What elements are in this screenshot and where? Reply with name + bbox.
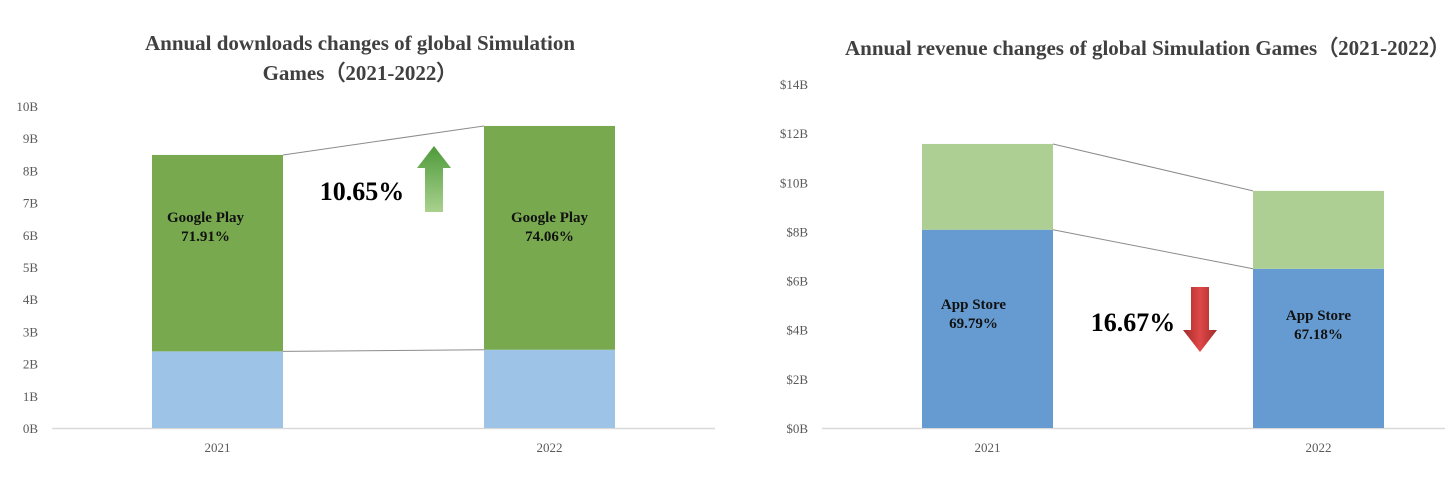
y-tick-label: 1B [23,389,39,404]
down-arrow-icon [1183,287,1217,352]
bar-data-label: 71.91% [181,229,230,245]
y-tick-label: $0B [786,421,808,436]
bar-2022-segment-0 [484,349,615,428]
revenue-chart-title: Annual revenue changes of global Simulat… [845,36,1445,60]
title-line: Annual downloads changes of global Simul… [144,31,576,55]
x-tick-label: 2021 [205,440,231,455]
title-line: Games（2021-2022） [262,61,458,85]
y-tick-label: $10B [780,175,809,190]
connector-line [282,349,485,352]
bar-2021-segment-1 [152,154,283,352]
y-tick-label: $6B [786,274,808,289]
y-tick-label: 2B [23,357,39,372]
y-tick-label: $4B [786,323,808,338]
bar-data-label: 67.18% [1294,327,1343,343]
bar-2021-segment-0 [922,229,1053,428]
y-tick-label: 5B [23,260,39,275]
bar-data-label: Google Play [511,210,589,226]
y-tick-label: 7B [23,196,39,211]
downloads-chart-title: Annual downloads changes of global Simul… [60,28,660,88]
x-tick-label: 2021 [975,440,1001,455]
bar-2022-segment-0 [1253,268,1384,428]
connector-line [1052,229,1254,270]
up-arrow-icon [417,146,451,212]
y-tick-label: $12B [780,126,809,141]
x-tick-label: 2022 [1306,440,1332,455]
bar-2022-segment-1 [1253,190,1384,269]
bar-data-label: App Store [1286,308,1351,324]
bar-data-label: 69.79% [949,316,998,332]
y-tick-label: 9B [23,131,39,146]
bar-2021-segment-0 [152,351,283,428]
y-tick-label: 3B [23,324,39,339]
change-percent-label: 16.67% [1091,308,1176,337]
y-tick-label: 6B [23,228,39,243]
bar-data-label: App Store [941,297,1006,313]
change-percent-label: 10.65% [320,177,405,206]
y-tick-label: $2B [786,372,808,387]
y-tick-label: 4B [23,292,39,307]
bar-2022-segment-1 [484,125,615,350]
y-tick-label: 0B [23,421,39,436]
bar-data-label: Google Play [167,210,245,226]
y-tick-label: $14B [780,77,809,92]
y-tick-label: $8B [786,224,808,239]
bar-data-label: 74.06% [525,229,574,245]
connector-line [282,125,485,156]
bar-2021-segment-1 [922,143,1053,230]
y-tick-label: 8B [23,163,39,178]
x-tick-label: 2022 [537,440,563,455]
connector-line [1052,143,1254,192]
y-tick-label: 10B [16,99,38,114]
